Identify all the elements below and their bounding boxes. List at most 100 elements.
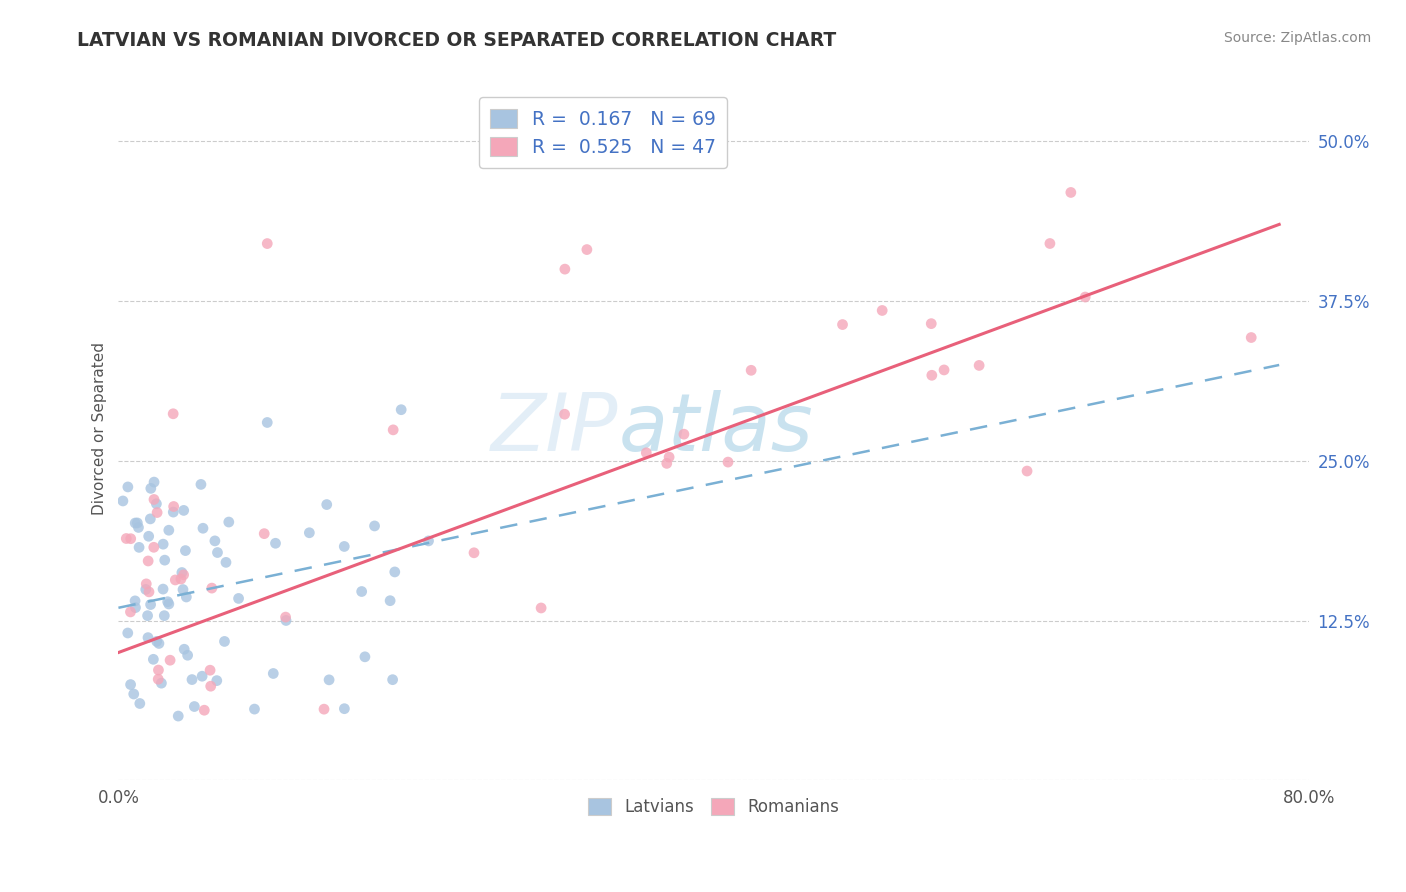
- Point: [215, 555, 238, 569]
- Point: [176, 590, 198, 604]
- Point: [207, 545, 229, 559]
- Point: [165, 573, 187, 587]
- Point: [204, 533, 226, 548]
- Point: [191, 669, 214, 683]
- Point: [363, 519, 385, 533]
- Point: [143, 475, 166, 489]
- Y-axis label: Divorced or Separated: Divorced or Separated: [93, 343, 107, 516]
- Point: [554, 407, 576, 421]
- Point: [157, 523, 180, 537]
- Point: [135, 577, 157, 591]
- Point: [138, 585, 160, 599]
- Point: [315, 498, 337, 512]
- Point: [218, 515, 240, 529]
- Point: [354, 649, 377, 664]
- Point: [740, 363, 762, 377]
- Point: [201, 581, 224, 595]
- Point: [120, 605, 142, 619]
- Point: [136, 608, 159, 623]
- Point: [162, 505, 184, 519]
- Point: [193, 703, 215, 717]
- Point: [636, 446, 658, 460]
- Point: [153, 608, 176, 623]
- Point: [150, 676, 173, 690]
- Point: [333, 701, 356, 715]
- Point: [136, 631, 159, 645]
- Point: [920, 317, 942, 331]
- Point: [111, 494, 134, 508]
- Point: [145, 634, 167, 648]
- Point: [967, 359, 990, 373]
- Point: [127, 516, 149, 530]
- Text: Source: ZipAtlas.com: Source: ZipAtlas.com: [1223, 31, 1371, 45]
- Point: [124, 516, 146, 530]
- Point: [173, 567, 195, 582]
- Point: [138, 529, 160, 543]
- Point: [148, 672, 170, 686]
- Point: [170, 572, 193, 586]
- Point: [172, 582, 194, 597]
- Point: [333, 540, 356, 554]
- Point: [117, 626, 139, 640]
- Point: [831, 318, 853, 332]
- Point: [167, 709, 190, 723]
- Point: [152, 537, 174, 551]
- Point: [181, 673, 204, 687]
- Point: [389, 402, 412, 417]
- Point: [122, 687, 145, 701]
- Point: [163, 500, 186, 514]
- Point: [128, 697, 150, 711]
- Legend: Latvians, Romanians: Latvians, Romanians: [579, 789, 848, 825]
- Point: [921, 368, 943, 383]
- Point: [463, 546, 485, 560]
- Point: [274, 614, 297, 628]
- Point: [127, 520, 149, 534]
- Point: [214, 634, 236, 648]
- Point: [120, 532, 142, 546]
- Point: [156, 595, 179, 609]
- Point: [162, 407, 184, 421]
- Point: [655, 456, 678, 470]
- Point: [264, 536, 287, 550]
- Point: [174, 543, 197, 558]
- Point: [139, 512, 162, 526]
- Point: [382, 423, 405, 437]
- Point: [148, 663, 170, 677]
- Point: [159, 653, 181, 667]
- Point: [381, 673, 404, 687]
- Point: [148, 636, 170, 650]
- Point: [554, 262, 576, 277]
- Point: [173, 642, 195, 657]
- Point: [153, 553, 176, 567]
- Point: [932, 363, 955, 377]
- Point: [117, 480, 139, 494]
- Point: [274, 610, 297, 624]
- Text: ZIP: ZIP: [491, 390, 619, 468]
- Point: [530, 601, 553, 615]
- Point: [124, 600, 146, 615]
- Point: [200, 679, 222, 693]
- Point: [115, 532, 138, 546]
- Point: [142, 652, 165, 666]
- Point: [672, 427, 695, 442]
- Point: [717, 455, 740, 469]
- Point: [128, 541, 150, 555]
- Point: [139, 598, 162, 612]
- Point: [145, 497, 167, 511]
- Point: [152, 582, 174, 596]
- Point: [1015, 464, 1038, 478]
- Text: LATVIAN VS ROMANIAN DIVORCED OR SEPARATED CORRELATION CHART: LATVIAN VS ROMANIAN DIVORCED OR SEPARATE…: [77, 31, 837, 50]
- Point: [256, 416, 278, 430]
- Point: [256, 236, 278, 251]
- Point: [350, 584, 373, 599]
- Point: [1039, 236, 1062, 251]
- Point: [384, 565, 406, 579]
- Point: [139, 482, 162, 496]
- Point: [312, 702, 335, 716]
- Point: [298, 525, 321, 540]
- Point: [143, 492, 166, 507]
- Point: [146, 506, 169, 520]
- Point: [198, 663, 221, 677]
- Point: [1074, 290, 1097, 304]
- Point: [191, 521, 214, 535]
